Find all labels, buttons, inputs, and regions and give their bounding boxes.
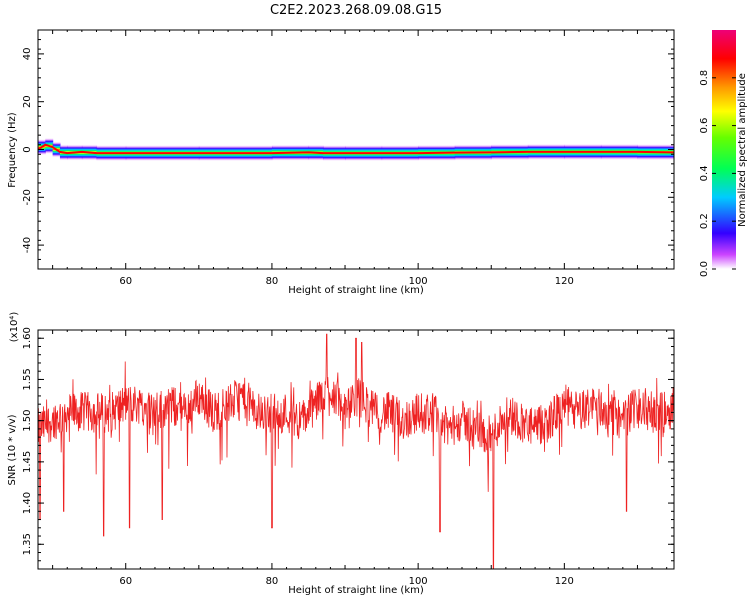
colorbar-tick-label: 0.4: [699, 165, 710, 181]
snr-x-tick-label: 100: [409, 576, 428, 587]
snr-y-tick-label: 1.60: [22, 327, 33, 349]
spectrogram-y-tick-label: 40: [22, 48, 33, 61]
spectrogram-y-label: Frequency (Hz): [7, 112, 18, 188]
snr-axes: 60 80 100 120 1.60 1.55 1.50 1.45 1.40 1.35: [22, 327, 674, 587]
snr-series-line: [38, 333, 674, 569]
spectrogram-axes: 60 80 100 120 40 20 0 -20 -40: [22, 29, 674, 287]
colorbar-gradient: [712, 30, 736, 269]
snr-x-label: Height of straight line (km): [288, 585, 424, 596]
colorbar-tick-label: 0.6: [699, 118, 710, 134]
spectrogram-panel: 60 80 100 120 40 20 0 -20 -40 Height of straight…: [7, 29, 675, 296]
snr-x-tick-label: 120: [555, 576, 574, 587]
colorbar-tick-label: 0.2: [699, 213, 710, 229]
spectrogram-x-tick-label: 100: [409, 276, 428, 287]
spectrogram-ridge-line: [38, 143, 674, 155]
snr-y-tick-label: 1.50: [22, 410, 33, 432]
colorbar-tick-label: 0.8: [699, 70, 710, 86]
snr-y-label: SNR (10 * v/v): [7, 414, 18, 485]
colorbar-ticks: 0.0 0.2 0.4 0.6 0.8: [699, 70, 736, 277]
snr-y-tick-label: 1.45: [22, 451, 33, 473]
snr-panel: 60 80 100 120 1.60 1.55 1.50 1.45 1.40 1.35 Heigh…: [7, 312, 675, 596]
colorbar-label: Normalized spectral amplitude: [737, 73, 748, 227]
colorbar: 0.0 0.2 0.4 0.6 0.8 Normalized spectral ampl…: [699, 30, 748, 277]
snr-y-tick-label: 1.55: [22, 368, 33, 390]
snr-frame: [37, 329, 675, 570]
snr-y-multiplier: (x10⁴): [9, 312, 20, 343]
chart-title: C2E2.2023.268.09.08.G15: [270, 3, 442, 18]
spectrogram-y-tick-label: 20: [22, 95, 33, 108]
spectrogram-band: [38, 137, 674, 162]
spectrogram-y-tick-label: -20: [22, 189, 33, 205]
spectrogram-x-tick-label: 120: [555, 276, 574, 287]
colorbar-tick-label: 0.0: [699, 261, 710, 277]
snr-x-tick-label: 80: [266, 576, 279, 587]
spectrogram-x-tick-label: 80: [266, 276, 279, 287]
snr-x-tick-label: 60: [119, 576, 132, 587]
snr-y-tick-label: 1.35: [22, 533, 33, 555]
spectrogram-y-tick-label: -40: [22, 237, 33, 253]
snr-y-tick-label: 1.40: [22, 492, 33, 514]
snr-plot-area: [38, 333, 674, 569]
spectrogram-y-tick-label: 0: [22, 146, 33, 152]
spectrogram-x-tick-label: 60: [119, 276, 132, 287]
spectrogram-x-label: Height of straight line (km): [288, 285, 424, 296]
